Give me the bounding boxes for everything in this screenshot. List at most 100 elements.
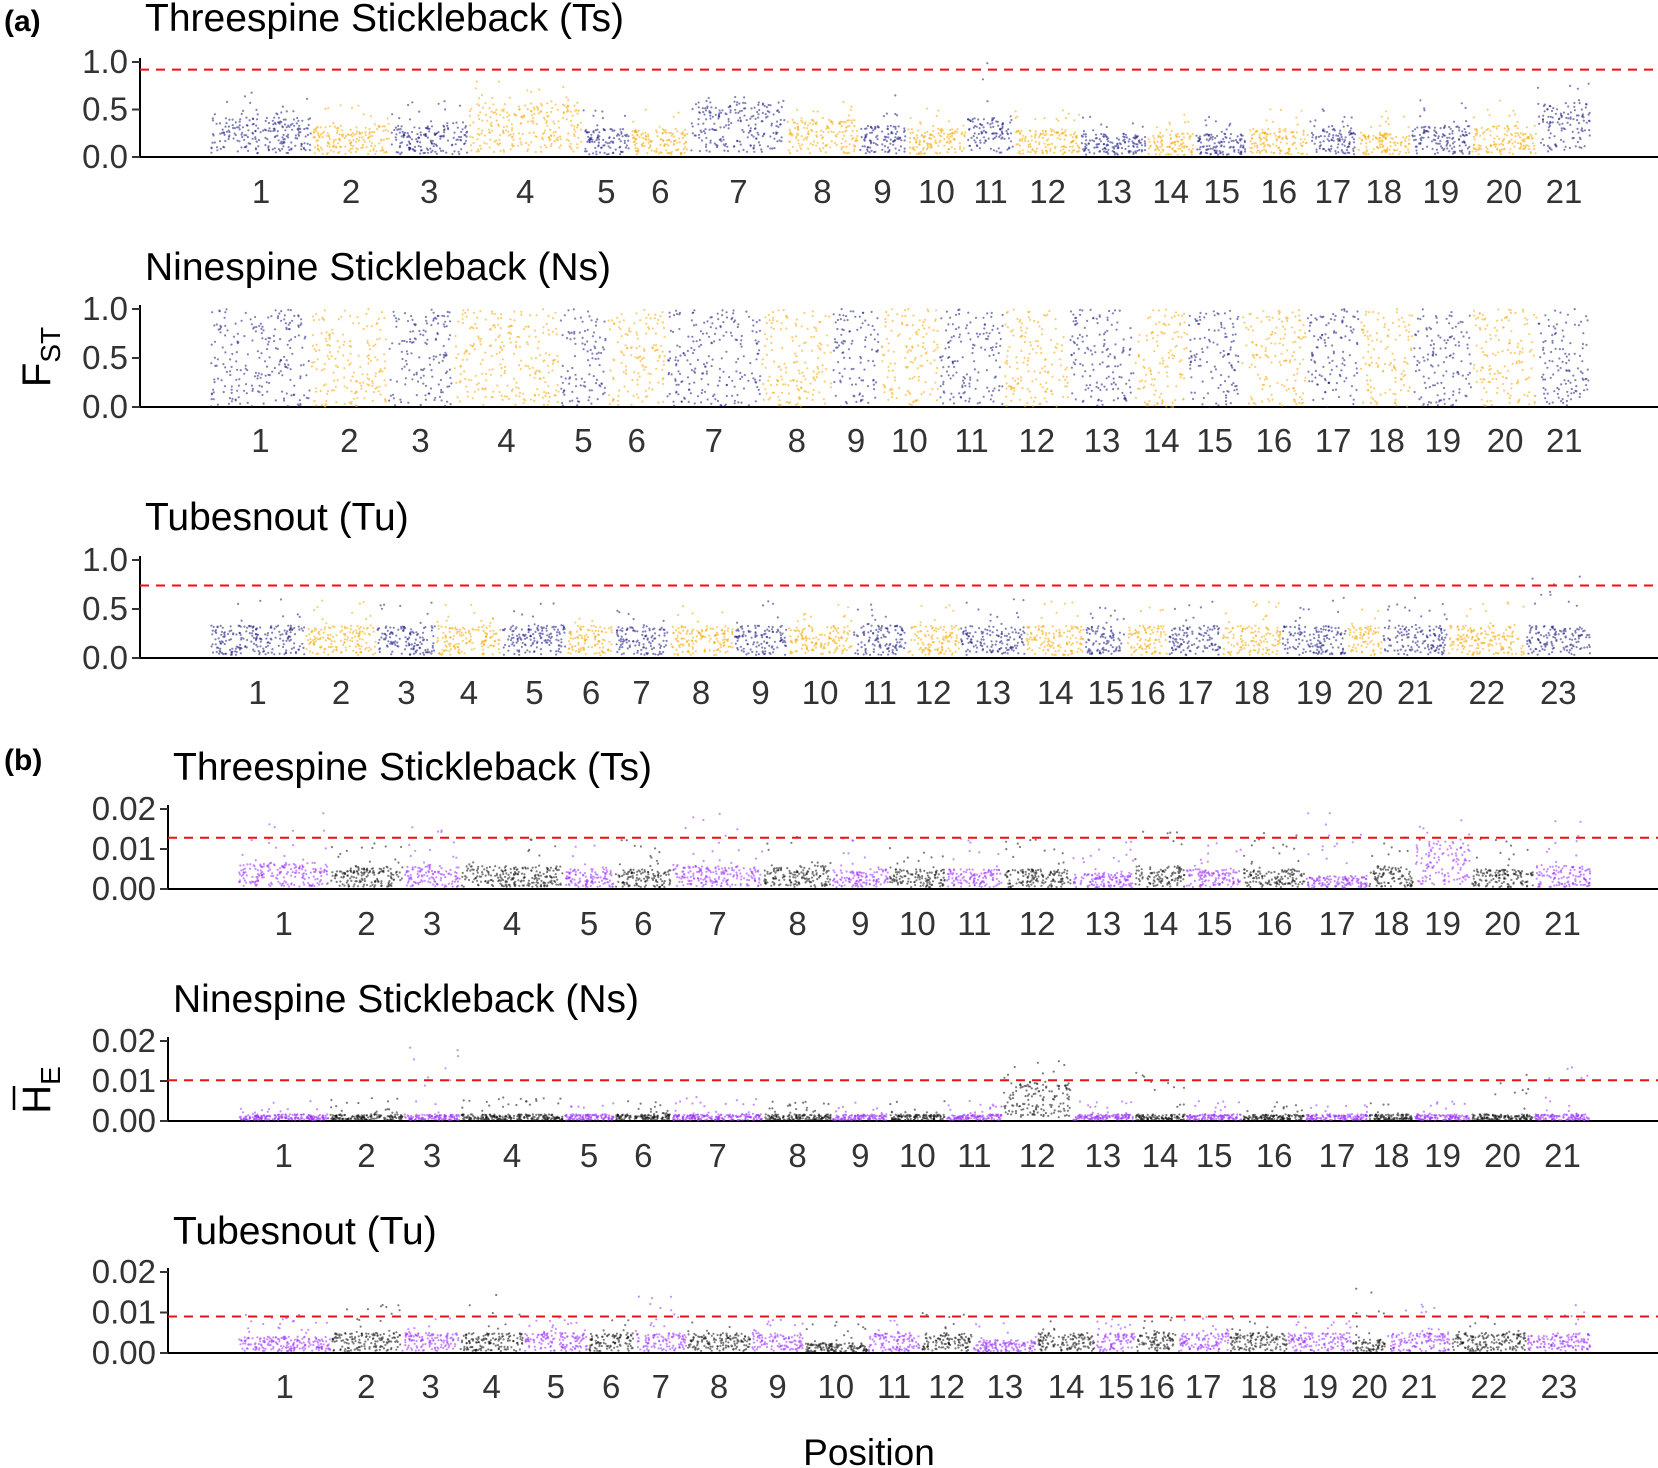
data-point [1516,127,1519,130]
data-point [874,126,877,129]
data-point [637,129,640,132]
data-point [1237,148,1240,152]
data-point [372,344,375,347]
data-point [256,374,259,377]
data-point [903,309,907,312]
data-point [627,135,630,138]
data-point [933,135,936,139]
data-point [1055,405,1058,408]
data-point [386,117,389,120]
data-point [1468,132,1471,135]
data-point [437,314,440,318]
data-point [526,343,530,346]
data-point [569,110,572,113]
data-point [424,384,428,387]
data-point [515,340,518,344]
data-point [1302,131,1305,134]
data-point [422,382,425,385]
data-point [754,400,757,403]
data-point [1275,144,1278,147]
data-point [713,142,717,145]
data-point [721,109,724,112]
data-point [343,309,346,312]
data-point [869,146,872,149]
data-point [268,356,271,359]
data-point [1181,149,1184,153]
data-point [425,319,428,322]
data-point [336,365,339,369]
data-point [515,346,518,349]
data-point [439,137,442,140]
data-point [1391,152,1395,155]
data-point [323,363,326,366]
data-point [366,341,369,345]
data-point [382,129,385,132]
data-point [815,329,818,332]
data-point [549,145,553,148]
data-point [1389,141,1392,144]
data-point [429,120,433,123]
data-point [749,362,752,365]
data-point [958,145,962,148]
data-point [1069,133,1072,136]
data-point [791,145,795,148]
data-point [1225,153,1229,156]
data-point [848,377,852,380]
data-point [406,319,410,323]
chromosome-block-17 [1309,108,1357,156]
data-point [445,325,448,328]
data-point [1026,402,1029,405]
data-point [686,133,689,136]
data-point [657,381,660,384]
data-point [961,356,964,359]
data-point [1064,116,1068,120]
data-point [415,394,418,397]
data-point [1028,390,1031,393]
data-point [1132,142,1135,145]
data-point [643,368,646,371]
data-point [391,393,395,396]
data-point [234,121,237,124]
data-point [887,342,890,345]
data-point [1519,147,1522,150]
data-point [608,136,611,139]
data-point [256,113,259,116]
data-point [362,381,365,384]
data-point [525,341,528,344]
data-point [782,383,785,386]
data-point [225,308,228,311]
data-point [1060,349,1063,353]
ylabel-fst-main: F [15,363,59,387]
data-point [507,134,511,137]
data-point [1099,140,1102,143]
data-point [1560,129,1563,132]
data-point [856,328,859,331]
data-point [1171,147,1174,150]
data-point [311,344,314,347]
data-point [481,119,484,122]
data-point [1300,109,1303,112]
data-point [444,404,447,407]
data-point [355,404,358,407]
data-point [1381,140,1384,143]
data-point [1341,138,1344,141]
data-point [265,116,268,120]
data-point [244,367,247,370]
data-point [769,384,773,387]
data-point [1156,140,1159,143]
data-point [745,119,748,122]
data-point [1260,149,1264,152]
data-point [777,125,780,128]
data-point [584,147,587,150]
data-point [1269,108,1272,111]
data-point [273,147,276,150]
data-point [400,350,403,353]
data-point [502,148,505,152]
x-tick-label: 7 [705,422,723,459]
data-point [390,143,393,146]
data-point [861,145,864,148]
data-point [915,134,919,137]
data-point [1577,99,1581,102]
data-point [267,316,270,319]
data-point [950,336,953,339]
